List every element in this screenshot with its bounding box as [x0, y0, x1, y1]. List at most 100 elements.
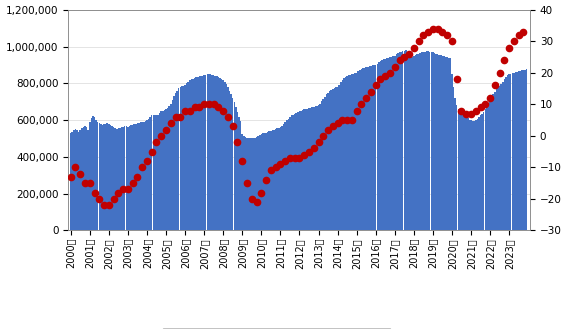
- Bar: [89, 122, 91, 230]
- Bar: [297, 112, 299, 230]
- Bar: [329, 91, 331, 230]
- Bar: [402, 51, 404, 230]
- Bar: [208, 74, 210, 230]
- Bar: [400, 52, 402, 230]
- Bar: [129, 126, 130, 230]
- Bar: [499, 86, 500, 230]
- Bar: [145, 121, 146, 230]
- Bar: [434, 53, 435, 230]
- Bar: [317, 105, 319, 230]
- Bar: [450, 58, 451, 230]
- Bar: [190, 79, 192, 230]
- Bar: [135, 124, 137, 230]
- Bar: [413, 56, 414, 230]
- Bar: [503, 79, 505, 230]
- Bar: [127, 127, 129, 230]
- Bar: [300, 111, 302, 230]
- Bar: [221, 79, 222, 230]
- Bar: [103, 124, 105, 230]
- Bar: [332, 89, 333, 230]
- Bar: [325, 94, 327, 230]
- Bar: [435, 54, 437, 230]
- Bar: [105, 124, 107, 230]
- 雇用人員判断D.I.(反転): [301, 153, 308, 157]
- Bar: [467, 118, 469, 230]
- Bar: [394, 56, 396, 230]
- Bar: [369, 66, 370, 230]
- Bar: [484, 110, 486, 230]
- Bar: [443, 56, 445, 230]
- Bar: [79, 130, 81, 230]
- Bar: [222, 80, 224, 230]
- Bar: [302, 110, 303, 230]
- Bar: [137, 123, 138, 230]
- Bar: [291, 115, 292, 230]
- Bar: [181, 86, 182, 230]
- Bar: [237, 112, 238, 230]
- Bar: [307, 109, 308, 230]
- Bar: [420, 53, 421, 230]
- Bar: [470, 120, 472, 230]
- Bar: [491, 98, 492, 230]
- Bar: [461, 113, 462, 230]
- Bar: [519, 71, 521, 230]
- Bar: [76, 130, 78, 230]
- Bar: [141, 122, 143, 230]
- Bar: [116, 129, 117, 230]
- Bar: [462, 114, 464, 230]
- Bar: [408, 58, 410, 230]
- Bar: [157, 114, 159, 230]
- Bar: [389, 57, 391, 230]
- Bar: [474, 121, 475, 230]
- Bar: [348, 75, 349, 230]
- Bar: [364, 68, 365, 230]
- Bar: [459, 112, 461, 230]
- Bar: [414, 55, 416, 230]
- Bar: [299, 111, 300, 230]
- Bar: [172, 100, 173, 230]
- Bar: [140, 122, 141, 230]
- Bar: [355, 73, 356, 230]
- Bar: [513, 73, 515, 230]
- Bar: [119, 128, 121, 230]
- Bar: [405, 50, 406, 230]
- Bar: [357, 71, 359, 230]
- Bar: [316, 106, 317, 230]
- Bar: [426, 51, 428, 230]
- Bar: [311, 107, 313, 230]
- Bar: [73, 130, 75, 230]
- Bar: [466, 117, 467, 230]
- Bar: [113, 127, 115, 230]
- Bar: [100, 124, 101, 230]
- Bar: [333, 88, 335, 230]
- Bar: [412, 57, 413, 230]
- Bar: [424, 52, 426, 230]
- Bar: [161, 111, 162, 230]
- Bar: [146, 120, 148, 230]
- Bar: [148, 119, 149, 230]
- Bar: [213, 75, 214, 230]
- Bar: [406, 59, 408, 230]
- Bar: [429, 52, 430, 230]
- Bar: [516, 72, 518, 230]
- Bar: [289, 117, 291, 230]
- Bar: [123, 127, 124, 230]
- Bar: [469, 120, 470, 230]
- Bar: [186, 83, 188, 230]
- Bar: [497, 88, 499, 230]
- Bar: [481, 114, 483, 230]
- Bar: [149, 117, 151, 230]
- Bar: [511, 73, 513, 230]
- Legend: 新規求人数(季節調整値)含むパート, 雇用人員判断D.I.(反転): 新規求人数(季節調整値)含むパート, 雇用人員判断D.I.(反転): [162, 328, 390, 329]
- Bar: [483, 112, 484, 230]
- Bar: [340, 83, 341, 230]
- Bar: [227, 88, 229, 230]
- Bar: [281, 126, 283, 230]
- Bar: [189, 80, 190, 230]
- Bar: [365, 67, 367, 230]
- Bar: [319, 104, 321, 230]
- Bar: [200, 76, 202, 230]
- Bar: [327, 92, 329, 230]
- Bar: [162, 111, 164, 230]
- Bar: [375, 64, 376, 230]
